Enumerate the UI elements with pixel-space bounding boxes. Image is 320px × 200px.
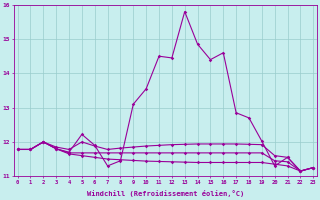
X-axis label: Windchill (Refroidissement éolien,°C): Windchill (Refroidissement éolien,°C): [87, 190, 244, 197]
